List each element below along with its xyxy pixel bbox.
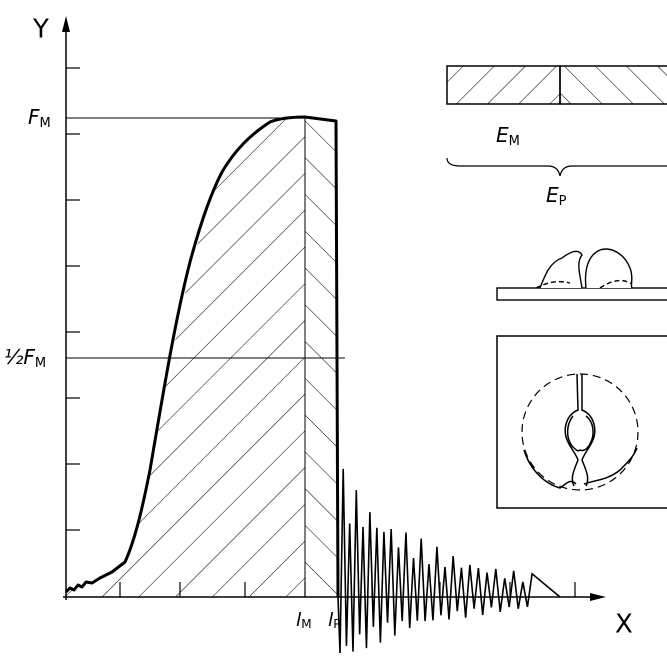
- ep-main: E: [546, 183, 559, 207]
- em-main: E: [496, 123, 509, 147]
- lp-label: lP: [328, 609, 341, 631]
- fm-label: FM: [28, 105, 51, 131]
- x-label: X: [615, 610, 633, 640]
- fm-main: F: [28, 105, 40, 129]
- ep-label: EP: [546, 183, 567, 209]
- hatched-area: [66, 117, 305, 597]
- em-label: EM: [496, 123, 520, 149]
- x-arrow: [590, 593, 606, 601]
- half-fm-main: ½F: [4, 345, 35, 369]
- y-label: Y: [32, 15, 49, 45]
- lm-sub: M: [301, 617, 311, 631]
- force-curve: [64, 115, 340, 598]
- lm-label: lM: [296, 609, 312, 631]
- em-sub: M: [509, 134, 520, 149]
- lp-main: l: [328, 609, 334, 631]
- plot: [62, 16, 606, 654]
- ep-sub: P: [559, 194, 567, 209]
- lp-sub: P: [333, 617, 340, 631]
- fractured-side-view: [496, 248, 667, 301]
- fractured-top-view: [496, 335, 667, 509]
- brace: [446, 157, 667, 177]
- specimen-bar: [446, 65, 667, 105]
- fm-sub: M: [40, 116, 51, 131]
- y-arrow: [62, 16, 70, 32]
- half-fm-label: ½FM: [4, 345, 46, 371]
- oscillation: [337, 468, 561, 654]
- lm-main: l: [296, 609, 302, 631]
- half-fm-sub: M: [35, 356, 46, 371]
- hatched-area: [305, 117, 338, 597]
